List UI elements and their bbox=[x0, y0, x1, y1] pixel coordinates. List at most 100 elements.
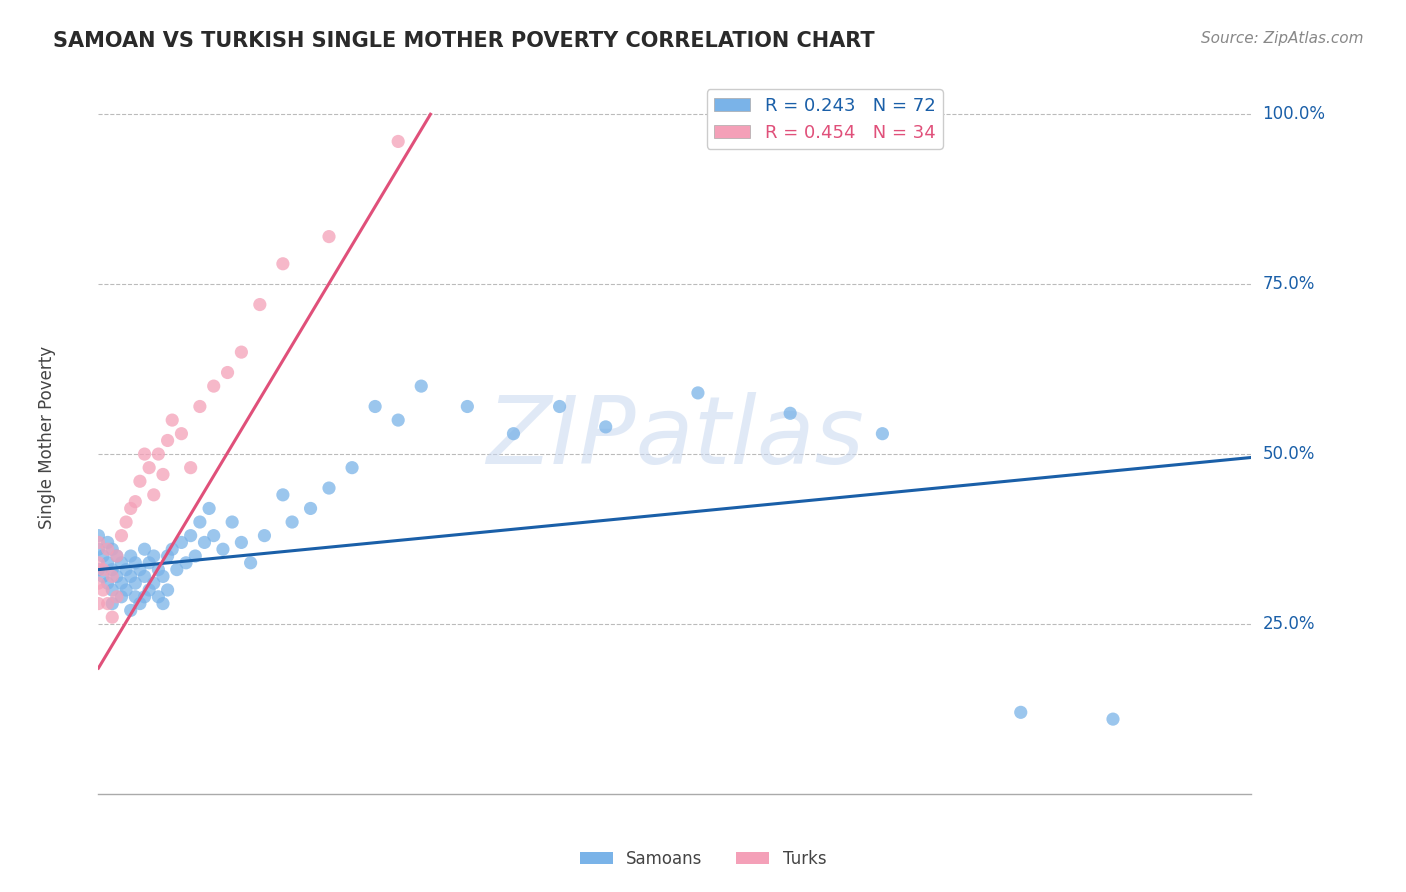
Text: 75.0%: 75.0% bbox=[1263, 275, 1315, 293]
Text: ZIPatlas: ZIPatlas bbox=[486, 392, 863, 483]
Point bbox=[456, 400, 478, 414]
Point bbox=[134, 542, 156, 557]
Point bbox=[129, 563, 152, 577]
Point bbox=[120, 569, 142, 583]
Point bbox=[97, 597, 120, 611]
Point bbox=[502, 426, 524, 441]
Point bbox=[271, 257, 294, 271]
Point bbox=[101, 542, 124, 557]
Point bbox=[115, 515, 138, 529]
Point bbox=[101, 582, 124, 597]
Point bbox=[156, 549, 179, 563]
Point bbox=[134, 590, 156, 604]
Point bbox=[202, 379, 225, 393]
Point bbox=[129, 475, 152, 489]
Point bbox=[142, 549, 165, 563]
Point bbox=[129, 597, 152, 611]
Point bbox=[115, 563, 138, 577]
Point bbox=[156, 434, 179, 448]
Point bbox=[134, 447, 156, 461]
Point bbox=[138, 460, 160, 475]
Text: Source: ZipAtlas.com: Source: ZipAtlas.com bbox=[1201, 31, 1364, 46]
Point bbox=[180, 528, 202, 542]
Point bbox=[87, 597, 110, 611]
Point bbox=[142, 488, 165, 502]
Point bbox=[231, 535, 253, 549]
Point bbox=[97, 556, 120, 570]
Point bbox=[148, 447, 170, 461]
Text: 25.0%: 25.0% bbox=[1263, 615, 1315, 633]
Point bbox=[101, 597, 124, 611]
Point bbox=[124, 494, 146, 508]
Point bbox=[124, 556, 146, 570]
Point bbox=[188, 400, 211, 414]
Point bbox=[124, 576, 146, 591]
Point bbox=[87, 542, 110, 557]
Point bbox=[152, 597, 174, 611]
Point bbox=[105, 549, 128, 563]
Text: Single Mother Poverty: Single Mother Poverty bbox=[38, 345, 56, 529]
Point bbox=[91, 563, 114, 577]
Point bbox=[120, 501, 142, 516]
Point bbox=[188, 515, 211, 529]
Point bbox=[779, 406, 801, 420]
Point bbox=[138, 556, 160, 570]
Point bbox=[105, 590, 128, 604]
Point bbox=[110, 556, 132, 570]
Point bbox=[166, 563, 188, 577]
Point bbox=[170, 535, 193, 549]
Legend: R = 0.243   N = 72, R = 0.454   N = 34: R = 0.243 N = 72, R = 0.454 N = 34 bbox=[707, 89, 942, 149]
Point bbox=[271, 488, 294, 502]
Point bbox=[152, 467, 174, 482]
Point bbox=[134, 569, 156, 583]
Point bbox=[198, 501, 221, 516]
Point bbox=[120, 603, 142, 617]
Point bbox=[97, 542, 120, 557]
Point bbox=[318, 229, 340, 244]
Point bbox=[239, 556, 262, 570]
Point bbox=[411, 379, 433, 393]
Text: SAMOAN VS TURKISH SINGLE MOTHER POVERTY CORRELATION CHART: SAMOAN VS TURKISH SINGLE MOTHER POVERTY … bbox=[53, 31, 875, 51]
Point bbox=[91, 569, 114, 583]
Point bbox=[97, 535, 120, 549]
Point bbox=[97, 576, 120, 591]
Point bbox=[364, 400, 387, 414]
Point bbox=[101, 569, 124, 583]
Point bbox=[184, 549, 207, 563]
Point bbox=[87, 556, 110, 570]
Point bbox=[160, 542, 183, 557]
Point bbox=[170, 426, 193, 441]
Point bbox=[872, 426, 894, 441]
Point bbox=[156, 582, 179, 597]
Point bbox=[387, 135, 409, 149]
Text: 50.0%: 50.0% bbox=[1263, 445, 1315, 463]
Point bbox=[1010, 706, 1032, 720]
Point bbox=[110, 590, 132, 604]
Point bbox=[193, 535, 215, 549]
Point bbox=[212, 542, 235, 557]
Point bbox=[387, 413, 409, 427]
Point bbox=[180, 460, 202, 475]
Point bbox=[101, 610, 124, 624]
Point bbox=[318, 481, 340, 495]
Point bbox=[340, 460, 363, 475]
Point bbox=[548, 400, 571, 414]
Point bbox=[105, 569, 128, 583]
Point bbox=[202, 528, 225, 542]
Point bbox=[138, 582, 160, 597]
Point bbox=[152, 569, 174, 583]
Point bbox=[253, 528, 276, 542]
Point bbox=[87, 576, 110, 591]
Point bbox=[174, 556, 197, 570]
Point bbox=[91, 582, 114, 597]
Point bbox=[249, 297, 271, 311]
Point bbox=[124, 590, 146, 604]
Point bbox=[115, 582, 138, 597]
Point bbox=[142, 576, 165, 591]
Point bbox=[101, 563, 124, 577]
Point bbox=[231, 345, 253, 359]
Point bbox=[105, 549, 128, 563]
Point bbox=[91, 549, 114, 563]
Point bbox=[110, 528, 132, 542]
Legend: Samoans, Turks: Samoans, Turks bbox=[574, 844, 832, 875]
